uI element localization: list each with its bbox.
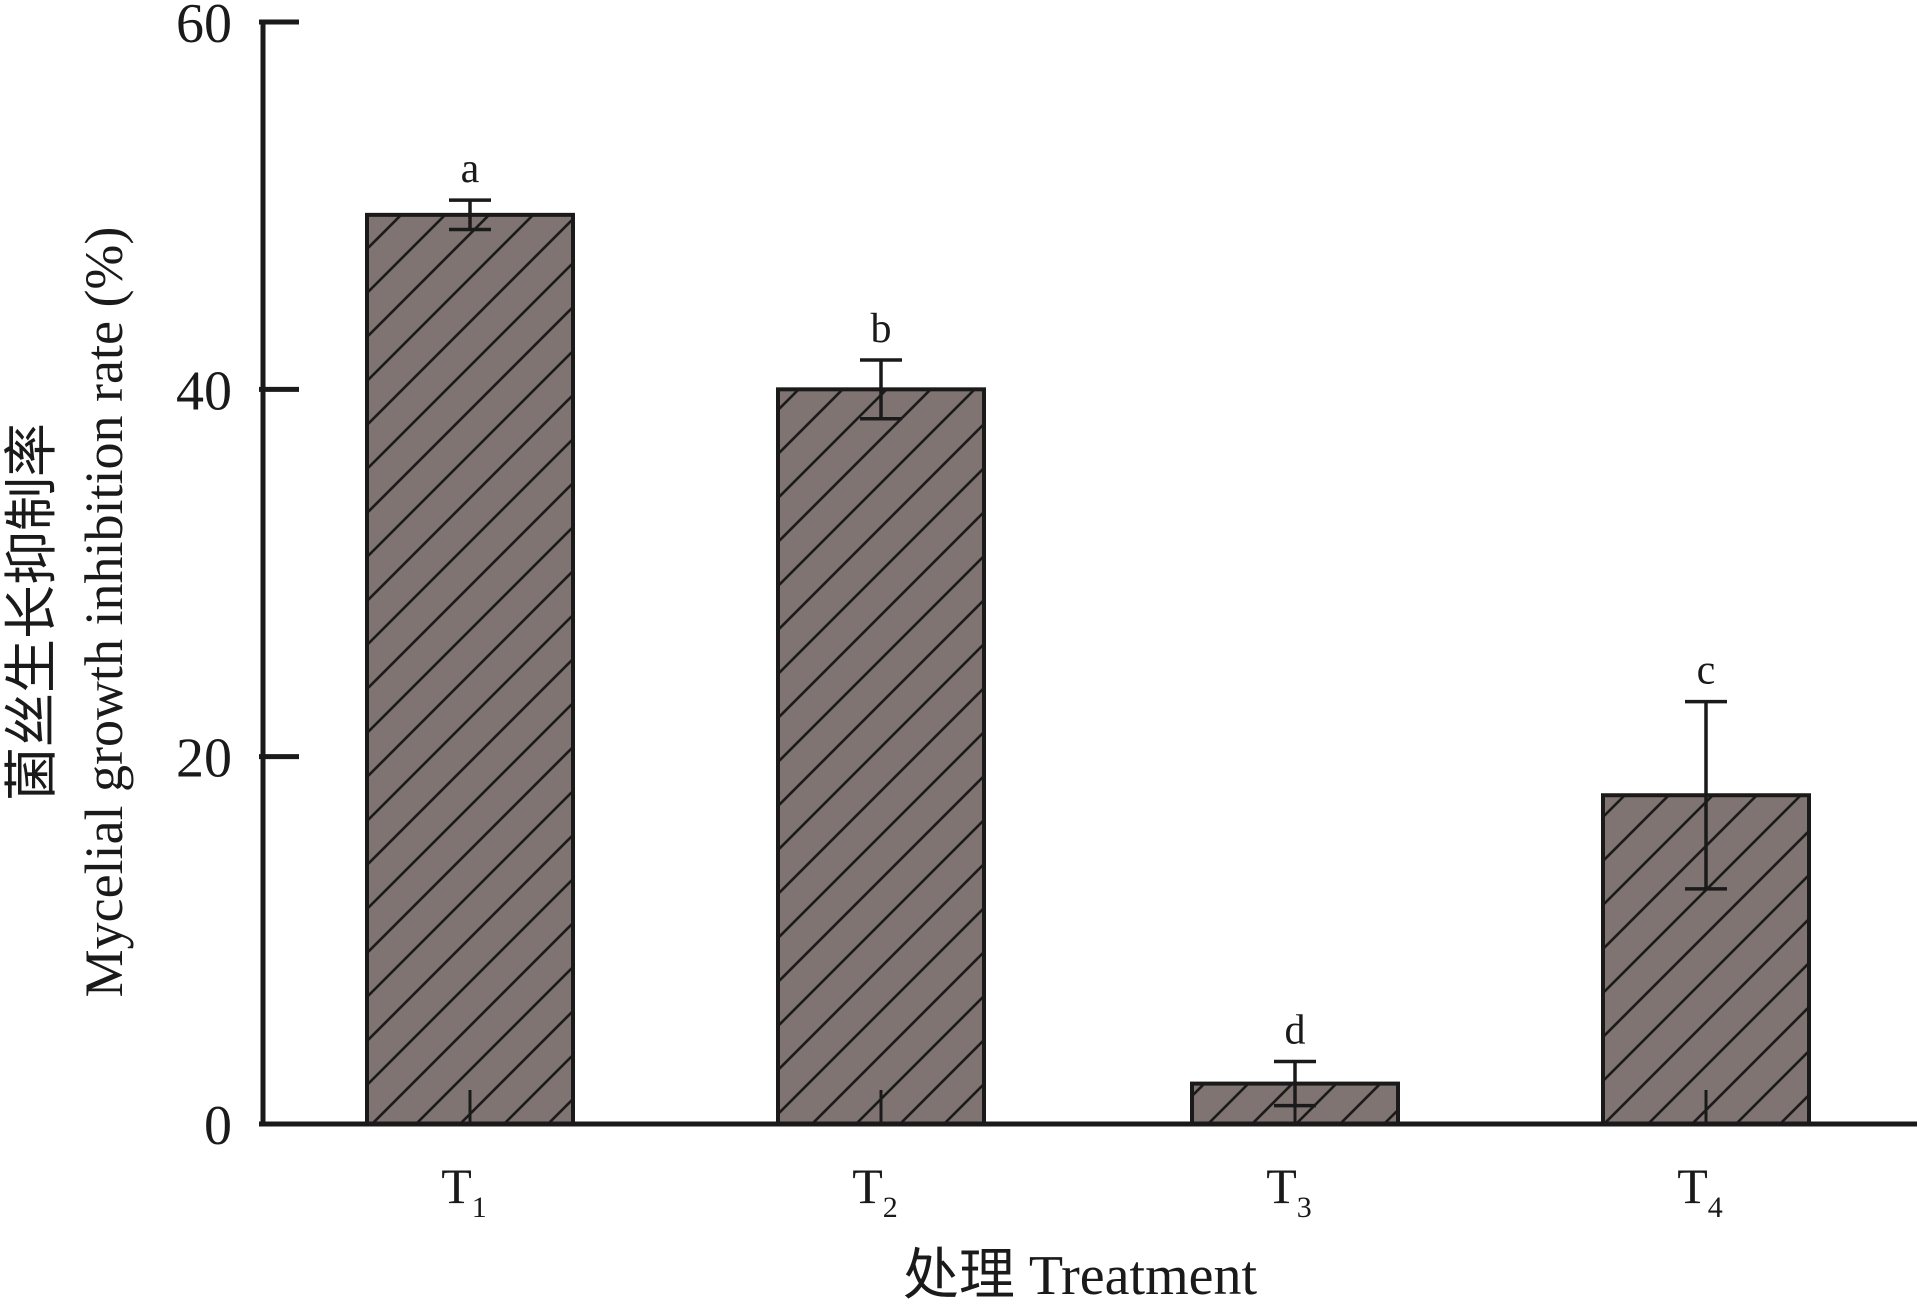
y-tick-label-20: 20 — [176, 728, 232, 790]
x-tick-label-2: T2 — [852, 1158, 898, 1224]
significance-letter-1: a — [461, 146, 480, 192]
x-tick-label-1: T1 — [441, 1158, 487, 1224]
y-tick-label-60: 60 — [176, 0, 232, 55]
y-axis-label-cn: 菌丝生长抑制率 — [2, 423, 62, 801]
significance-letter-3: d — [1285, 1008, 1306, 1054]
x-tick-label-4: T4 — [1677, 1158, 1723, 1224]
x-tick-label-3: T3 — [1266, 1158, 1312, 1224]
bar-2 — [776, 387, 986, 1127]
y-axis-label: Mycelial growth inhibition rate (%) — [74, 227, 134, 998]
bar-1 — [365, 212, 575, 1127]
significance-letter-4: c — [1697, 648, 1716, 694]
y-tick-label-40: 40 — [176, 360, 232, 422]
x-axis-label: 处理 Treatment — [903, 1245, 1258, 1304]
y-tick-label-0: 0 — [204, 1095, 232, 1157]
significance-letter-2: b — [871, 306, 892, 352]
